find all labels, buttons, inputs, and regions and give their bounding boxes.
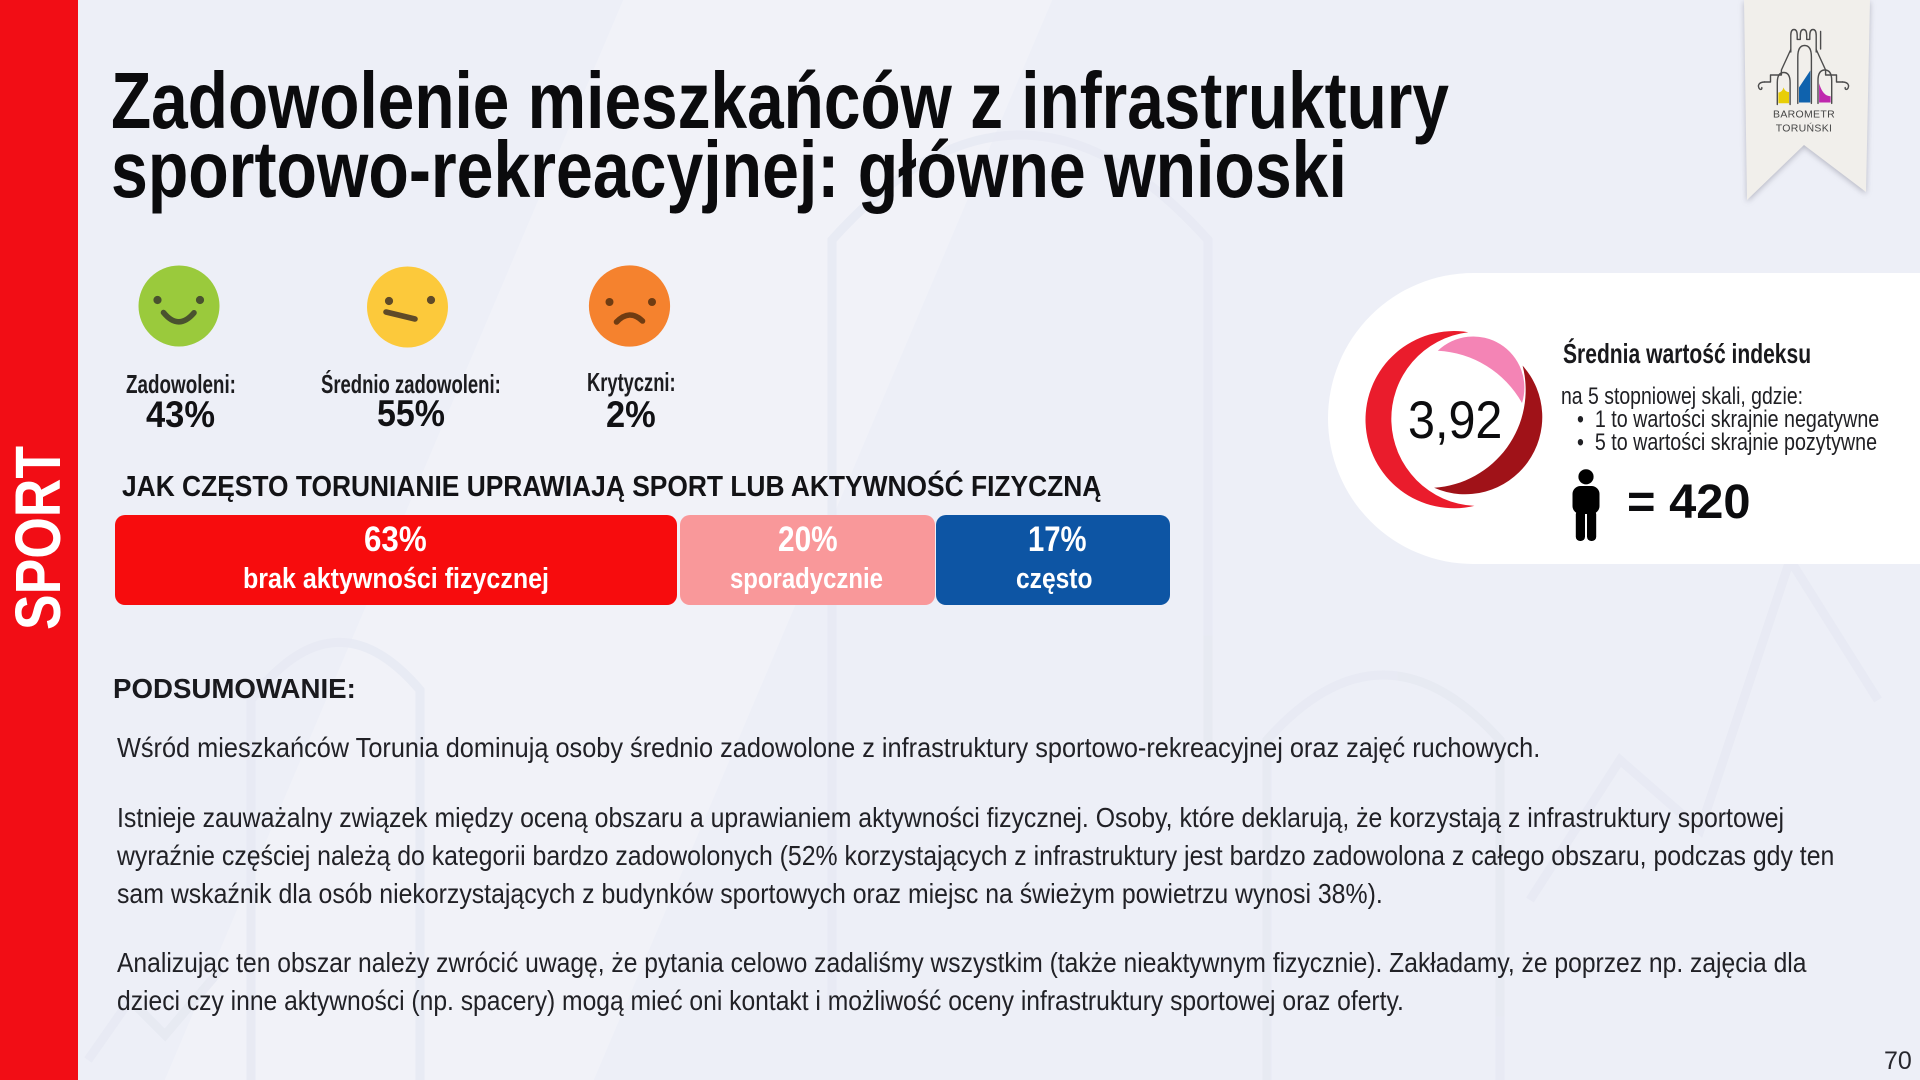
svg-text:TORUŃSKI: TORUŃSKI bbox=[1776, 122, 1832, 135]
svg-text:BAROMETR: BAROMETR bbox=[1773, 109, 1835, 121]
